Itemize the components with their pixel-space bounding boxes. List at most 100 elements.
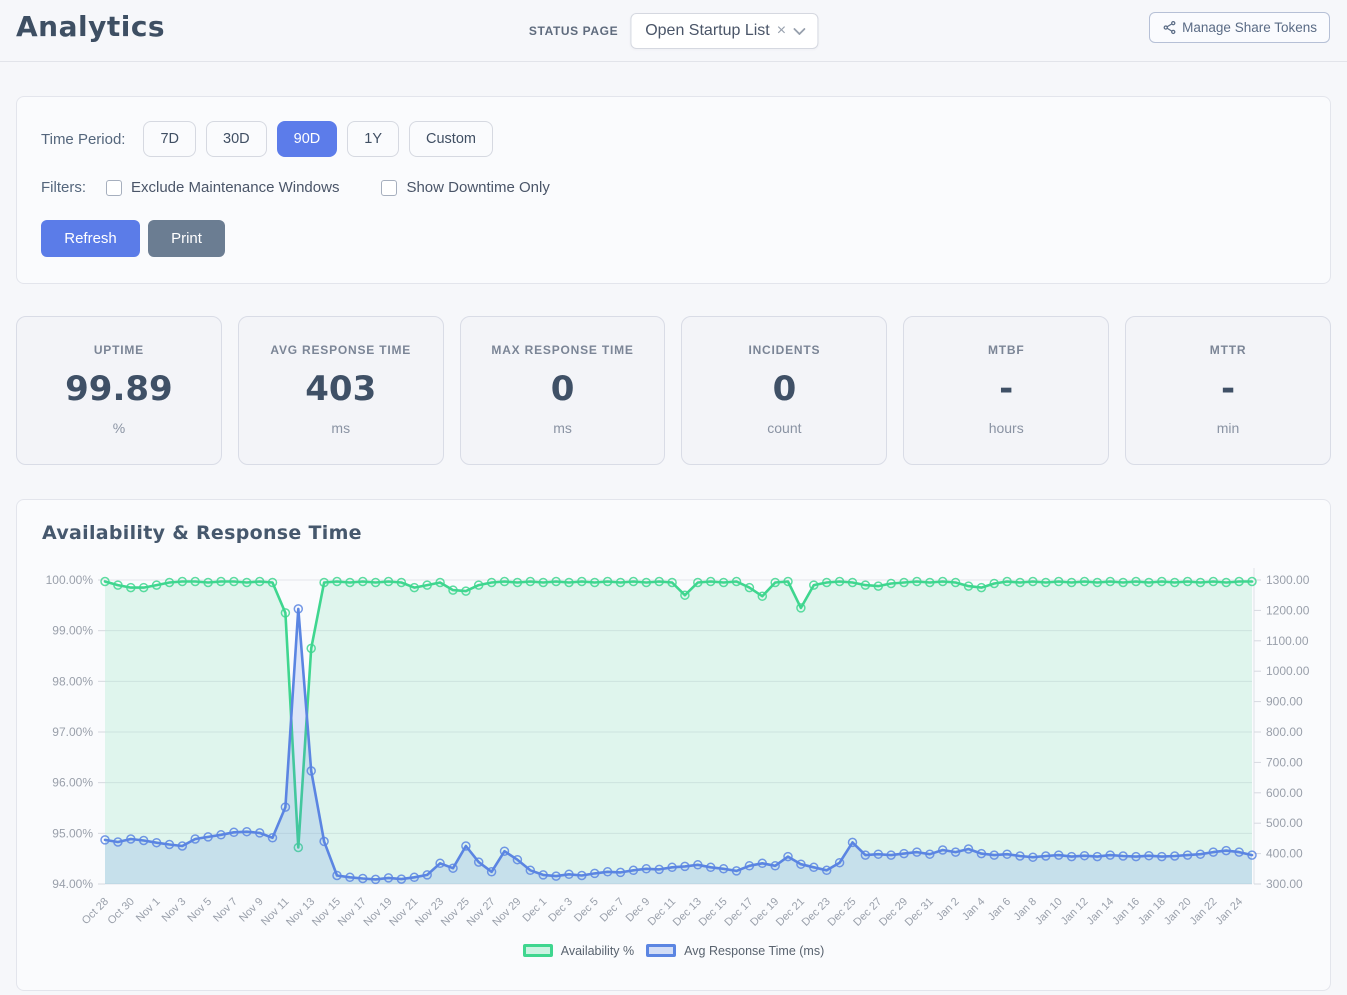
- manage-share-tokens-label: Manage Share Tokens: [1182, 20, 1317, 35]
- svg-text:Jan 4: Jan 4: [960, 895, 988, 923]
- legend-label: Availability %: [560, 943, 635, 958]
- chevron-down-icon[interactable]: [793, 27, 805, 35]
- svg-text:94.00%: 94.00%: [52, 877, 93, 891]
- legend-item-response-time[interactable]: Avg Response Time (ms): [646, 944, 824, 958]
- app-header: Analytics STATUS PAGE Open Startup List …: [0, 0, 1347, 62]
- svg-text:99.00%: 99.00%: [52, 623, 93, 637]
- svg-text:Jan 6: Jan 6: [986, 895, 1014, 923]
- svg-text:300.00: 300.00: [1266, 877, 1303, 891]
- stat-unit: %: [112, 419, 126, 436]
- exclude-maintenance-checkbox[interactable]: [106, 179, 122, 196]
- stat-label: UPTIME: [93, 343, 144, 357]
- status-page-select[interactable]: Open Startup List ×: [630, 13, 819, 49]
- svg-text:Dec 3: Dec 3: [546, 895, 575, 924]
- stat-value: 0: [550, 369, 575, 409]
- stat-label: MTTR: [1209, 343, 1247, 357]
- response-time-swatch-icon: [646, 944, 677, 958]
- page-title: Analytics: [16, 10, 166, 43]
- svg-text:Jan 12: Jan 12: [1059, 895, 1091, 927]
- svg-text:97.00%: 97.00%: [52, 725, 93, 739]
- clear-selection-icon[interactable]: ×: [776, 22, 787, 39]
- svg-text:1000.00: 1000.00: [1266, 664, 1310, 678]
- stat-card-incidents: INCIDENTS 0 count: [681, 316, 888, 465]
- availability-swatch-icon: [522, 944, 553, 958]
- status-page-group: STATUS PAGE Open Startup List ×: [528, 0, 819, 62]
- stats-row: UPTIME 99.89 % AVG RESPONSE TIME 403 ms …: [16, 316, 1331, 465]
- svg-text:Jan 22: Jan 22: [1188, 895, 1220, 927]
- svg-text:Jan 18: Jan 18: [1136, 895, 1168, 927]
- chart-legend: Availability % Avg Response Time (ms): [17, 944, 1330, 958]
- svg-text:Jan 24: Jan 24: [1213, 895, 1245, 927]
- svg-text:500.00: 500.00: [1266, 816, 1303, 830]
- stat-card-mttr: MTTR - min: [1125, 316, 1331, 465]
- stat-card-max-response: MAX RESPONSE TIME 0 ms: [459, 316, 666, 465]
- svg-text:Dec 7: Dec 7: [598, 895, 627, 924]
- time-period-7d-button[interactable]: 7D: [143, 121, 197, 157]
- svg-text:Jan 10: Jan 10: [1033, 895, 1065, 927]
- show-downtime-checkbox-row[interactable]: Show Downtime Only: [381, 179, 550, 196]
- svg-text:400.00: 400.00: [1266, 846, 1303, 860]
- svg-text:Oct 30: Oct 30: [105, 895, 136, 926]
- stat-card-uptime: UPTIME 99.89 %: [16, 316, 222, 465]
- chart-panel: Availability & Response Time 100.00% 99.0…: [16, 498, 1331, 991]
- refresh-button[interactable]: Refresh: [41, 220, 140, 257]
- show-downtime-checkbox[interactable]: [381, 179, 398, 196]
- stat-unit: count: [767, 419, 802, 436]
- svg-text:Jan 20: Jan 20: [1162, 895, 1194, 927]
- exclude-maintenance-label: Exclude Maintenance Windows: [131, 179, 340, 196]
- svg-text:Jan 16: Jan 16: [1110, 895, 1142, 927]
- svg-text:700.00: 700.00: [1266, 755, 1303, 769]
- time-period-1y-button[interactable]: 1Y: [347, 121, 399, 157]
- time-period-label: Time Period:: [41, 130, 126, 148]
- svg-text:800.00: 800.00: [1266, 725, 1303, 739]
- svg-text:1100.00: 1100.00: [1266, 634, 1309, 648]
- svg-text:Nov 5: Nov 5: [185, 895, 214, 924]
- exclude-maintenance-checkbox-row[interactable]: Exclude Maintenance Windows: [106, 179, 339, 196]
- stat-unit: min: [1216, 419, 1240, 436]
- stat-card-mtbf: MTBF - hours: [903, 316, 1110, 465]
- availability-response-chart: 100.00% 99.00% 98.00% 97.00% 96.00% 95.00% 94.…: [46, 567, 1310, 929]
- svg-text:Oct 28: Oct 28: [80, 895, 111, 926]
- chart-title: Availability & Response Time: [42, 521, 362, 544]
- share-icon: [1162, 20, 1177, 35]
- time-period-custom-button[interactable]: Custom: [409, 121, 493, 157]
- stat-label: MTBF: [987, 343, 1025, 357]
- legend-item-availability[interactable]: Availability %: [522, 943, 635, 958]
- legend-label: Avg Response Time (ms): [684, 943, 825, 958]
- status-page-selected-value: Open Startup List: [645, 22, 770, 39]
- stat-label: AVG RESPONSE TIME: [270, 343, 412, 357]
- svg-text:Nov 29: Nov 29: [490, 895, 523, 928]
- svg-text:600.00: 600.00: [1266, 786, 1303, 800]
- svg-text:96.00%: 96.00%: [52, 775, 93, 789]
- svg-text:Nov 7: Nov 7: [211, 895, 240, 924]
- svg-text:Dec 1: Dec 1: [520, 895, 549, 924]
- stat-card-avg-response: AVG RESPONSE TIME 403 ms: [237, 316, 444, 465]
- svg-text:Dec 31: Dec 31: [903, 895, 936, 928]
- svg-text:1200.00: 1200.00: [1266, 603, 1310, 617]
- svg-text:98.00%: 98.00%: [52, 674, 93, 688]
- manage-share-tokens-button[interactable]: Manage Share Tokens: [1149, 12, 1330, 43]
- stat-unit: ms: [331, 419, 351, 436]
- svg-text:Nov 1: Nov 1: [134, 895, 163, 924]
- stat-label: INCIDENTS: [748, 343, 821, 357]
- print-button[interactable]: Print: [148, 220, 225, 257]
- filters-label: Filters:: [41, 179, 86, 196]
- stat-value: 0: [772, 369, 797, 409]
- stat-unit: hours: [988, 419, 1024, 436]
- status-page-label: STATUS PAGE: [528, 24, 619, 38]
- svg-text:100.00%: 100.00%: [46, 573, 94, 587]
- stat-value: 99.89: [65, 369, 173, 409]
- svg-text:1300.00: 1300.00: [1266, 573, 1310, 587]
- svg-text:Dec 5: Dec 5: [572, 895, 601, 924]
- stat-value: -: [999, 369, 1014, 409]
- svg-text:Jan 14: Jan 14: [1085, 895, 1117, 927]
- svg-text:900.00: 900.00: [1266, 694, 1303, 708]
- show-downtime-label: Show Downtime Only: [406, 179, 550, 196]
- svg-text:Jan 2: Jan 2: [934, 895, 962, 923]
- stat-value: 403: [305, 369, 377, 409]
- time-period-30d-button[interactable]: 30D: [206, 121, 267, 157]
- svg-text:Nov 3: Nov 3: [160, 895, 189, 924]
- filters-panel: Time Period: 7D 30D 90D 1Y Custom Filter…: [16, 96, 1331, 284]
- stat-label: MAX RESPONSE TIME: [491, 343, 634, 357]
- time-period-90d-button[interactable]: 90D: [276, 121, 338, 157]
